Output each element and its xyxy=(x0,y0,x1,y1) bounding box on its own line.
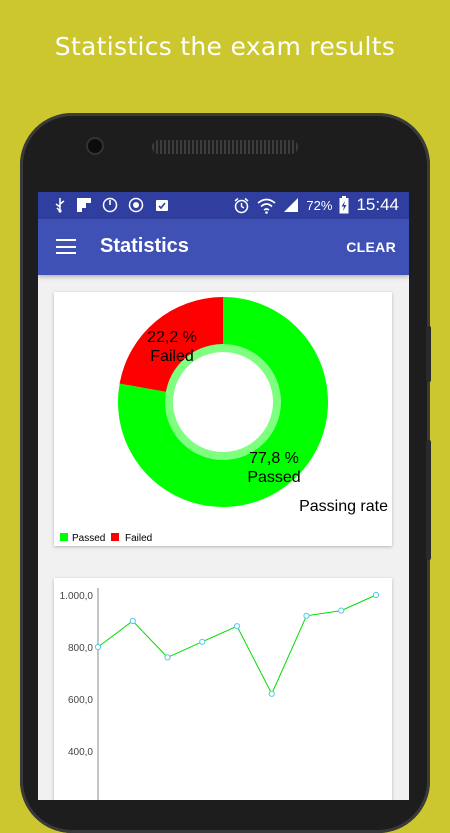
app-toolbar: Statistics CLEAR xyxy=(38,219,409,275)
legend-swatch-passed xyxy=(60,533,68,541)
clear-button[interactable]: CLEAR xyxy=(346,239,396,255)
line-point[interactable] xyxy=(199,638,206,645)
line-point[interactable] xyxy=(164,654,171,661)
earpiece-speaker xyxy=(152,140,298,154)
pie-chart-card: 22,2 % Failed 77,8 % Passed Passing rate… xyxy=(54,292,392,546)
slice-label-failed-name: Failed xyxy=(150,348,194,365)
power-sync-icon xyxy=(102,197,118,213)
y-tick-label: 400,0 xyxy=(68,747,93,758)
promo-headline: Statistics the exam results xyxy=(54,32,396,61)
slice-label-passed-value: 77,8 % xyxy=(249,450,299,467)
clipboard-check-icon xyxy=(156,200,168,211)
menu-icon[interactable] xyxy=(56,239,76,254)
app-screen: 72% 15:44 Statistics CLEAR 22,2 % Failed… xyxy=(38,192,409,800)
clock-time: 15:44 xyxy=(356,195,399,214)
line-point[interactable] xyxy=(303,612,310,619)
legend-label-failed: Failed xyxy=(125,533,152,544)
slice-label-passed-name: Passed xyxy=(247,469,300,486)
line-point[interactable] xyxy=(372,591,380,599)
battery-percent: 72% xyxy=(306,197,333,213)
legend-label-passed: Passed xyxy=(72,533,105,544)
line-point[interactable] xyxy=(233,623,241,630)
pie-chart: 22,2 % Failed 77,8 % Passed Passing rate… xyxy=(60,297,388,544)
battery-charging-icon xyxy=(339,196,349,214)
alarm-icon xyxy=(234,197,249,213)
page-title: Statistics xyxy=(100,235,189,257)
y-tick-label: 800,0 xyxy=(68,643,93,654)
line-point[interactable] xyxy=(94,643,102,651)
flipboard-icon xyxy=(77,198,91,212)
signal-icon xyxy=(284,198,299,212)
front-camera xyxy=(88,139,102,153)
y-tick-label: 1.000,0 xyxy=(60,591,94,602)
phone-power-button xyxy=(426,440,431,560)
pie-hole xyxy=(173,352,273,452)
phone-volume-button xyxy=(426,326,431,382)
status-bar: 72% 15:44 xyxy=(38,192,409,219)
line-point[interactable] xyxy=(129,617,136,625)
line-series xyxy=(97,594,377,695)
y-tick-label: 600,0 xyxy=(68,695,93,706)
line-point[interactable] xyxy=(338,607,345,614)
record-icon xyxy=(128,197,144,213)
usb-icon xyxy=(55,198,65,213)
pie-description: Passing rate xyxy=(299,498,388,515)
legend-swatch-failed xyxy=(111,533,119,541)
slice-label-failed-value: 22,2 % xyxy=(147,329,197,346)
line-point[interactable] xyxy=(268,690,275,697)
wifi-icon xyxy=(257,198,276,214)
